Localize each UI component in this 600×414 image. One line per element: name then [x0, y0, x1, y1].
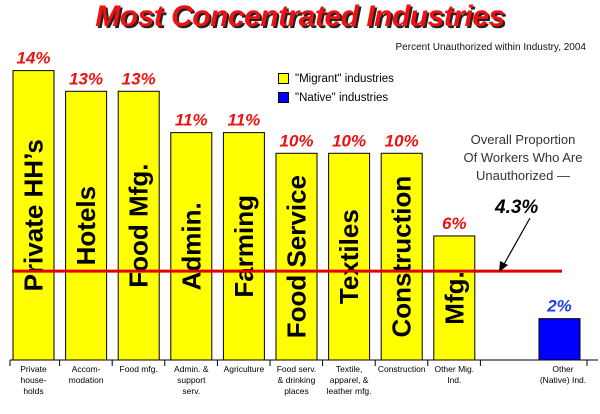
bar-value-label: 13% [69, 69, 103, 88]
bar-inside-label: Construction [387, 176, 417, 338]
annotation-line: Of Workers Who Are [463, 150, 583, 165]
x-tick-label: modation [69, 375, 104, 385]
annotation-line: Unauthorized — [476, 168, 570, 183]
bar-value-label: 11% [228, 111, 261, 130]
x-tick-label: Ind. [447, 375, 461, 385]
x-tick-label: Admin. & [174, 364, 209, 374]
legend-item-native: "Native" industries [278, 88, 394, 107]
bar-inside-label: Textiles [334, 209, 364, 304]
x-tick-label: leather mfg. [327, 386, 372, 396]
bar-5 [222, 132, 265, 361]
bar-inside-label: Farming [229, 195, 259, 298]
legend-label-native: "Native" industries [295, 91, 389, 104]
x-tick-label: places [284, 386, 309, 396]
bar-4 [170, 132, 213, 361]
bar-value-label: 13% [122, 69, 156, 88]
bar-inside-label: Food Mfg. [124, 164, 154, 288]
bar-10 [538, 318, 581, 361]
bar-7 [328, 152, 371, 361]
bar-value-label: 11% [175, 111, 208, 130]
x-tick-label: Other Mig. [434, 364, 474, 374]
legend-label-migrant: "Migrant" industries [295, 72, 394, 85]
chart-title: Most Concentrated Industries [95, 0, 505, 33]
x-tick-label: support [177, 375, 206, 385]
x-tick-label: Food serv. [277, 364, 317, 374]
x-tick-label: Accom- [72, 364, 101, 374]
chart-subtitle: Percent Unauthorized within Industry, 20… [395, 42, 586, 53]
bar-value-label: 6% [442, 214, 467, 233]
bar-inside-label: Hotels [71, 186, 101, 265]
bar-inside-label: Mfg. [439, 271, 469, 324]
x-tick-label: house- [21, 375, 47, 385]
x-tick-label: serv. [182, 386, 200, 396]
x-tick-label: & drinking [278, 375, 316, 385]
x-tick-label: Construction [378, 364, 426, 374]
legend-item-migrant: "Migrant" industries [278, 69, 394, 88]
bar-1 [12, 70, 55, 361]
overall-proportion-value: 4.3% [495, 197, 539, 218]
bar-value-label: 10% [332, 131, 366, 150]
x-tick-label: Agriculture [224, 364, 265, 374]
bar-8 [380, 152, 423, 361]
bar-value-label: 10% [279, 131, 313, 150]
annotation-arrow-head [499, 261, 508, 272]
bar-value-label: 10% [385, 131, 419, 150]
bar-2 [65, 90, 108, 361]
bar-inside-label: Admin. [176, 202, 206, 290]
annotation-arrow-line [502, 217, 531, 267]
x-tick-label: Textile, [336, 364, 362, 374]
bar-value-label: 2% [546, 297, 572, 316]
x-tick-label: Other [552, 364, 573, 374]
x-tick-label: holds [23, 386, 43, 396]
legend: "Migrant" industries "Native" industries [278, 69, 394, 107]
bar-inside-label: Food Service [282, 175, 312, 338]
x-tick-label: apparel, & [330, 375, 369, 385]
annotation-line: Overall Proportion [470, 132, 576, 147]
overall-proportion-annotation: Overall Proportion Of Workers Who Are Un… [448, 131, 598, 185]
bar-3 [117, 90, 160, 361]
legend-swatch-migrant [278, 73, 289, 84]
bar-6 [275, 152, 318, 361]
x-tick-label: Food mfg. [120, 364, 158, 374]
x-tick-label: Private [20, 364, 47, 374]
legend-swatch-native [278, 92, 289, 103]
x-tick-label: (Native) Ind. [540, 375, 586, 385]
bar-value-label: 14% [16, 49, 50, 68]
bar-inside-label: Private HH’s [19, 139, 49, 291]
bar-9 [433, 235, 476, 361]
